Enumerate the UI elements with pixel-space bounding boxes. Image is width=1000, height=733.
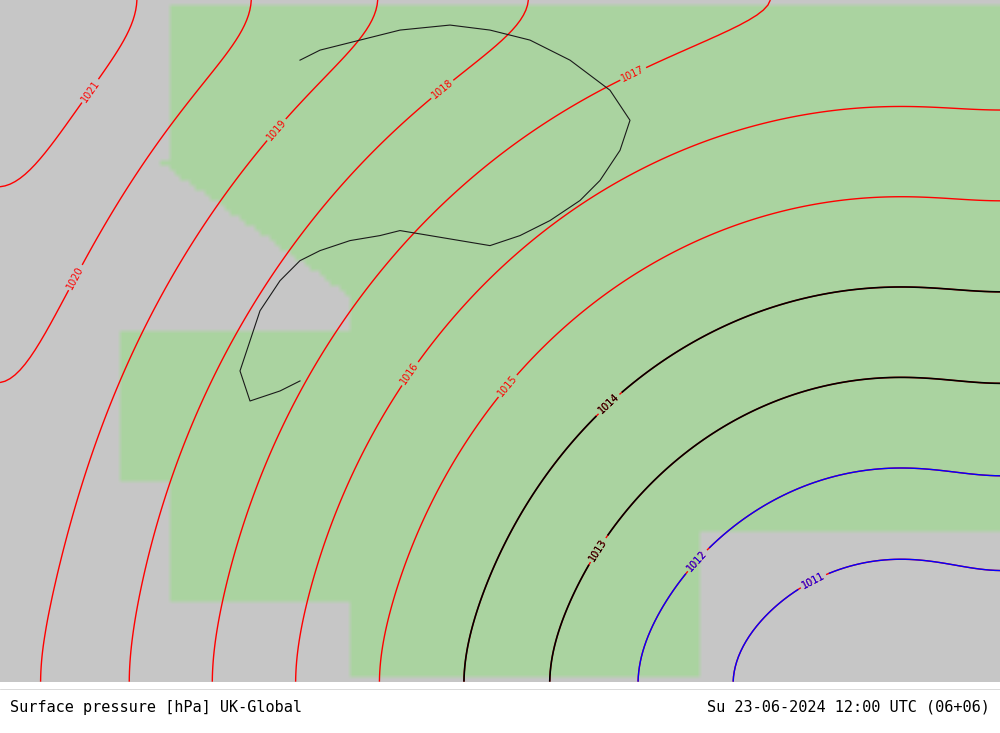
Text: 1011: 1011 bbox=[800, 570, 826, 591]
Text: 1015: 1015 bbox=[496, 373, 519, 399]
Text: 1012: 1012 bbox=[685, 548, 709, 573]
Text: 1021: 1021 bbox=[79, 78, 101, 104]
Text: Surface pressure [hPa] UK-Global: Surface pressure [hPa] UK-Global bbox=[10, 700, 302, 715]
Text: 1013: 1013 bbox=[587, 537, 609, 563]
Text: 1013: 1013 bbox=[587, 537, 609, 563]
Text: 1017: 1017 bbox=[620, 64, 646, 84]
Text: Su 23-06-2024 12:00 UTC (06+06): Su 23-06-2024 12:00 UTC (06+06) bbox=[707, 700, 990, 715]
Text: 1014: 1014 bbox=[596, 392, 621, 416]
Text: 1020: 1020 bbox=[65, 265, 86, 291]
Text: 1019: 1019 bbox=[265, 117, 288, 142]
Text: 1014: 1014 bbox=[596, 392, 621, 416]
Text: 1018: 1018 bbox=[430, 78, 455, 101]
Text: 1012: 1012 bbox=[685, 548, 709, 573]
Text: 1011: 1011 bbox=[800, 570, 826, 591]
Text: 1016: 1016 bbox=[399, 361, 421, 386]
